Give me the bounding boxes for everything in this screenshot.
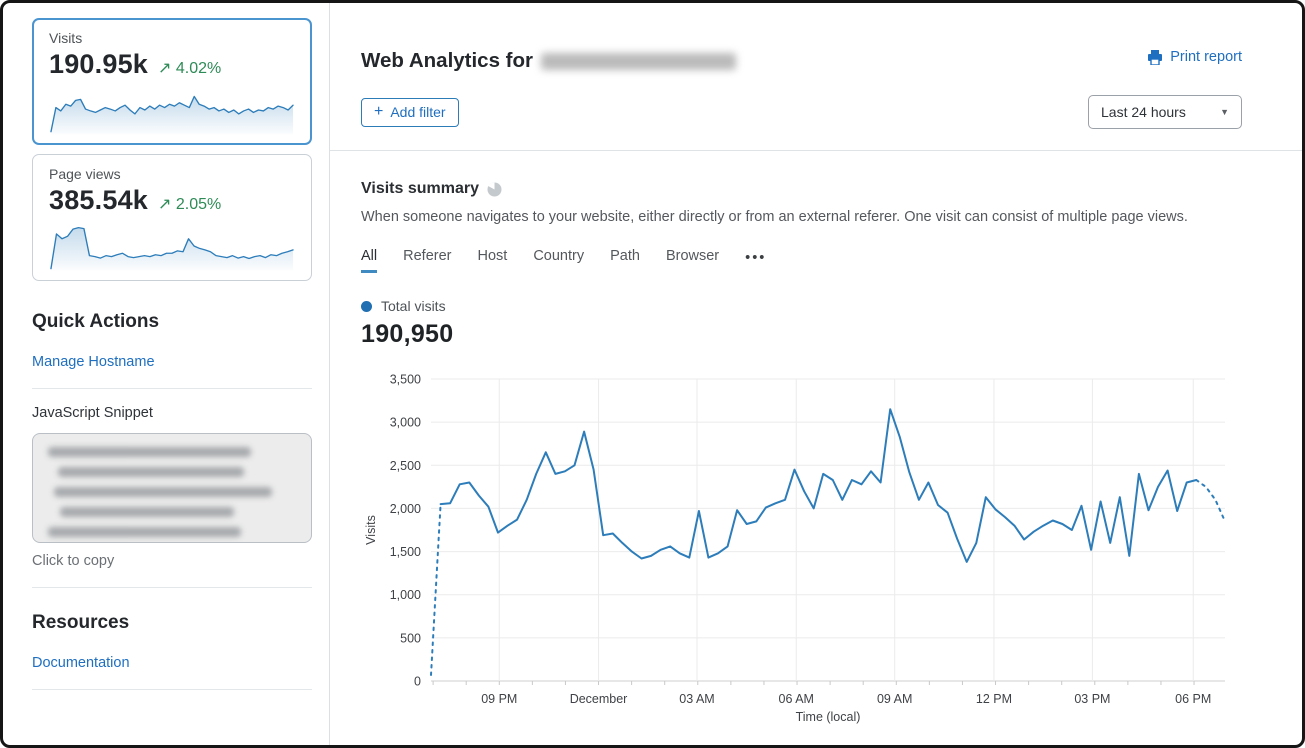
js-snippet-label: JavaScript Snippet <box>32 405 153 421</box>
divider <box>32 587 312 588</box>
page-views-sparkline <box>50 226 294 271</box>
tab-path[interactable]: Path <box>610 248 640 264</box>
redacted-code-line <box>54 487 273 497</box>
tab-browser[interactable]: Browser <box>665 248 720 264</box>
svg-text:12 PM: 12 PM <box>976 692 1012 706</box>
svg-text:06 PM: 06 PM <box>1175 692 1211 706</box>
svg-text:1,000: 1,000 <box>390 588 421 602</box>
divider <box>32 388 312 389</box>
time-range-select[interactable]: Last 24 hours ▼ <box>1088 95 1242 129</box>
chevron-down-icon: ▼ <box>1220 107 1229 117</box>
add-filter-button[interactable]: + Add filter <box>361 97 459 127</box>
plus-icon: + <box>374 102 384 120</box>
svg-text:03 PM: 03 PM <box>1074 692 1110 706</box>
more-tabs-button[interactable]: ••• <box>745 249 767 266</box>
resources-heading: Resources <box>32 612 130 633</box>
main-content: Web Analytics for Print report + Add fil… <box>330 3 1302 745</box>
visits-line-chart: 0 500 1,000 1,500 2,000 2,500 3,000 3,500 09 PM D… <box>364 373 1226 724</box>
svg-text:Time (local): Time (local) <box>796 710 861 724</box>
tab-all[interactable]: All <box>361 248 378 273</box>
tab-referer[interactable]: Referer <box>403 248 452 264</box>
divider <box>330 150 1302 151</box>
redacted-code-line <box>60 507 234 517</box>
svg-text:December: December <box>570 692 628 706</box>
visits-summary-title: Visits summary <box>361 180 479 197</box>
metric-label: Visits <box>49 30 83 46</box>
redacted-code-line <box>58 467 244 477</box>
metric-card-visits[interactable]: Visits 190.95k ↗ 4.02% <box>32 18 312 145</box>
svg-text:3,000: 3,000 <box>390 416 421 430</box>
legend-label: Total visits <box>381 298 446 314</box>
svg-text:500: 500 <box>400 631 421 645</box>
redacted-code-line <box>48 527 242 537</box>
metric-delta: ↗ 4.02% <box>158 60 222 77</box>
quick-actions-heading: Quick Actions <box>32 311 160 332</box>
svg-text:0: 0 <box>414 675 421 689</box>
print-report-link[interactable]: Print report <box>1147 49 1242 65</box>
click-to-copy-hint: Click to copy <box>32 553 115 569</box>
svg-text:09 AM: 09 AM <box>877 692 912 706</box>
tab-host[interactable]: Host <box>477 248 508 264</box>
svg-text:2,000: 2,000 <box>390 502 421 516</box>
svg-text:Visits: Visits <box>364 515 378 545</box>
chart-legend: Total visits <box>361 298 1242 314</box>
sidebar: Visits 190.95k ↗ 4.02% Page views 385.54… <box>3 3 330 745</box>
documentation-link[interactable]: Documentation <box>32 655 130 671</box>
trend-up-icon: ↗ <box>158 60 172 77</box>
visits-sparkline <box>50 95 294 135</box>
manage-hostname-link[interactable]: Manage Hostname <box>32 354 155 370</box>
redacted-domain <box>541 52 737 70</box>
svg-text:2,500: 2,500 <box>390 459 421 473</box>
metric-delta: ↗ 2.05% <box>158 196 222 213</box>
svg-text:06 AM: 06 AM <box>779 692 814 706</box>
printer-icon <box>1148 49 1163 65</box>
svg-text:3,500: 3,500 <box>390 373 421 387</box>
total-visits-value: 190,950 <box>361 320 454 348</box>
tab-country[interactable]: Country <box>533 248 585 264</box>
summary-tabs: All Referer Host Country Path Browser ••… <box>361 248 1242 273</box>
metric-value: 190.95k <box>49 49 148 79</box>
page-title: Web Analytics for <box>361 49 737 73</box>
svg-text:09 PM: 09 PM <box>481 692 517 706</box>
js-snippet-code-box[interactable] <box>32 433 312 543</box>
metric-card-page-views[interactable]: Page views 385.54k ↗ 2.05% <box>32 154 312 281</box>
legend-dot-icon <box>361 300 372 312</box>
divider <box>32 689 312 690</box>
svg-text:03 AM: 03 AM <box>679 692 714 706</box>
visits-summary-description: When someone navigates to your website, … <box>361 209 1188 225</box>
metric-label: Page views <box>49 166 121 182</box>
metric-value: 385.54k <box>49 185 148 215</box>
trend-up-icon: ↗ <box>158 196 172 213</box>
pie-chart-icon <box>487 181 502 196</box>
redacted-code-line <box>48 447 252 457</box>
visits-chart: 0 500 1,000 1,500 2,000 2,500 3,000 3,500 09 PM D… <box>361 367 1242 727</box>
svg-text:1,500: 1,500 <box>390 545 421 559</box>
